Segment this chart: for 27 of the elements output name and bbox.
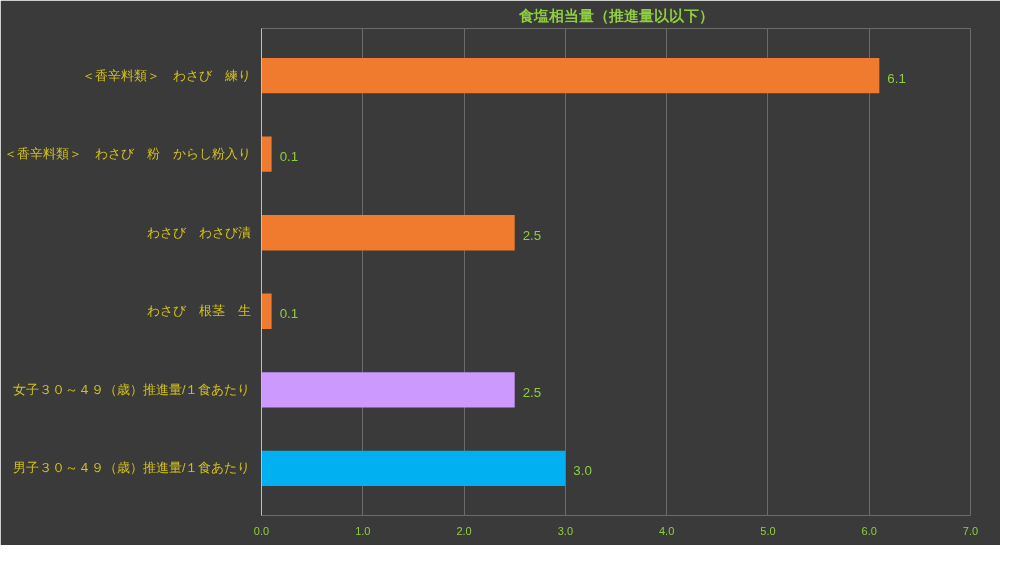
y-tick-label: ＜香辛料類＞ わさび 粉 からし粉入り — [3, 147, 251, 162]
data-label: 3.0 — [573, 463, 592, 479]
x-tick-label: 0.0 — [253, 524, 270, 537]
x-tick-label: 4.0 — [659, 524, 675, 537]
bar — [261, 450, 566, 487]
bar — [261, 136, 272, 172]
bar — [261, 372, 515, 408]
data-label: 0.1 — [279, 306, 299, 322]
data-label: 2.5 — [522, 227, 542, 243]
data-label: 2.5 — [522, 384, 542, 400]
x-tick-label: 6.0 — [861, 524, 877, 537]
x-tick-label: 3.0 — [557, 524, 574, 537]
x-tick-label: 5.0 — [760, 524, 776, 537]
x-tick-label: 1.0 — [355, 524, 371, 537]
chart-title: 食塩相当量（推進量以以下） — [517, 7, 714, 24]
y-tick-label: 女子３０～４９（歳）推進量/１食あたり — [12, 382, 251, 397]
x-tick-label: 7.0 — [962, 524, 979, 537]
y-tick-label: わさび 根茎 生 — [146, 304, 251, 319]
y-tick-label: 男子３０～４９（歳）推進量/１食あたり — [12, 461, 251, 476]
y-tick-label: わさび わさび漬 — [146, 225, 251, 240]
bar — [261, 57, 880, 94]
data-label: 0.1 — [279, 149, 299, 165]
bar — [261, 293, 272, 329]
y-tick-label: ＜香辛料類＞ わさび 練り — [81, 68, 251, 83]
data-label: 6.1 — [887, 70, 906, 86]
x-tick-label: 2.0 — [456, 524, 472, 537]
bar — [261, 215, 515, 251]
